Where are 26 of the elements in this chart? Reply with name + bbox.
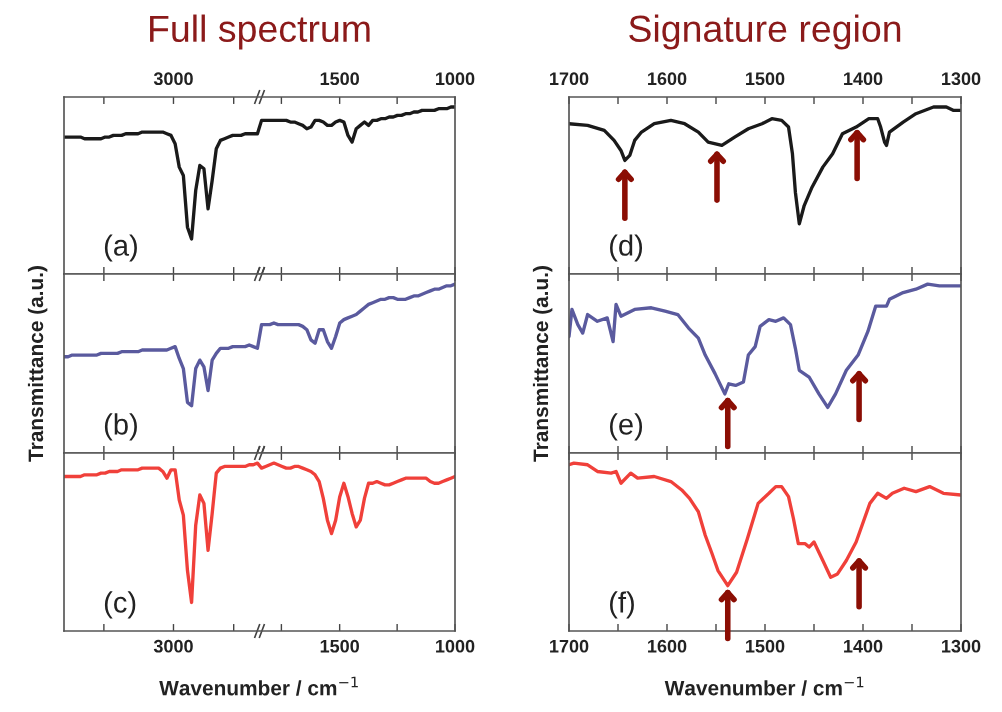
chart-title: Signature region xyxy=(629,14,901,50)
annotation: (c) xyxy=(104,591,136,619)
x-tick-label: 1700 xyxy=(550,72,589,86)
annotation: (d) xyxy=(610,234,643,262)
x-tick-label: 1600 xyxy=(648,639,687,653)
x-tick-label: 1700 xyxy=(550,639,589,653)
annotation: (f) xyxy=(610,591,634,619)
text: 1000 xyxy=(436,639,475,653)
y-axis-title: Transmittance (a.u.) xyxy=(27,266,48,462)
x-axis-title: Wavenumber / cm$^{−1}$ xyxy=(664,676,864,696)
y-axis-title: Transmittance (a.u.) xyxy=(532,266,553,462)
annotation: (b) xyxy=(104,413,137,441)
text: 1000 xyxy=(436,72,475,86)
x-tick-label: 1500 xyxy=(746,639,785,653)
annotation: (e) xyxy=(610,413,643,441)
x-tick-label: 1400 xyxy=(844,639,883,653)
x-tick-label: 1300 xyxy=(942,639,981,653)
x-tick-label: 1600 xyxy=(648,72,687,86)
text: 3000 xyxy=(153,639,193,653)
x-tick-label: 1300 xyxy=(942,72,981,86)
x-tick-label: 1500 xyxy=(746,72,785,86)
x-tick-label: 1400 xyxy=(844,72,883,86)
text: 3000 xyxy=(153,72,193,86)
x-axis-title: Wavenumber / cm$^{−1}$ xyxy=(159,676,358,696)
chart-title: Full spectrum xyxy=(150,14,370,50)
annotation: (a) xyxy=(104,234,137,262)
